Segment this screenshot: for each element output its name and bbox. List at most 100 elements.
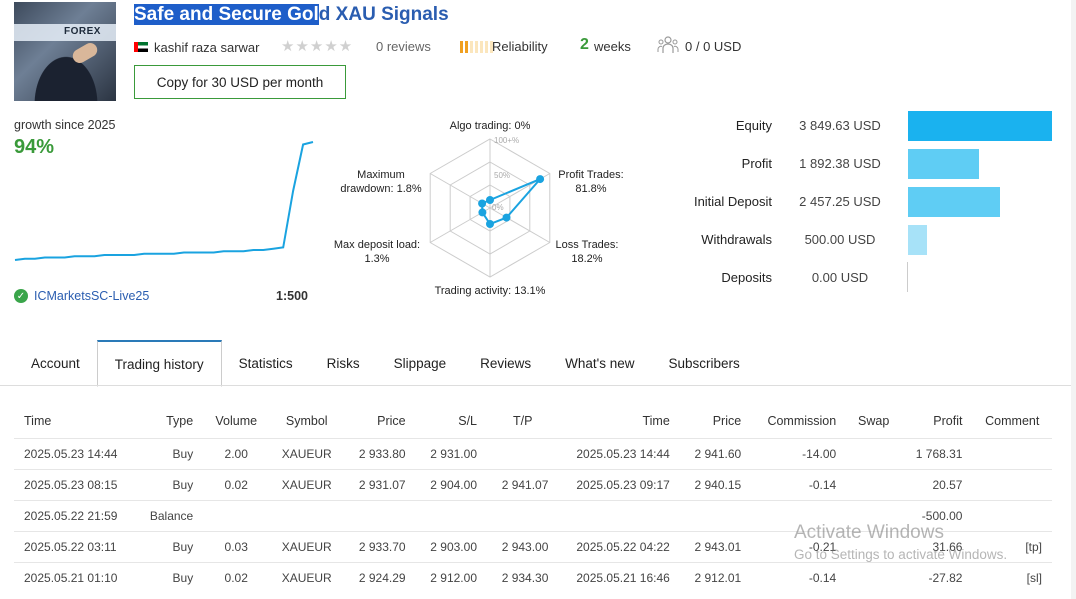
tab-subscribers[interactable]: Subscribers — [668, 355, 740, 371]
radar-label-algo: Algo trading: 0% — [450, 120, 531, 132]
cell-symbol: XAUEUR — [269, 561, 345, 593]
tab-trading-history[interactable]: Trading history — [96, 340, 222, 387]
table-row: 2025.05.23 14:44 Buy 2.00 XAUEUR 2 933.8… — [14, 437, 1052, 469]
broker-link[interactable]: ✓ ICMarketsSC-Live25 — [14, 289, 149, 303]
stat-label-equity: Equity — [735, 118, 772, 133]
stat-value-profit: 1 892.38 USD — [799, 156, 881, 171]
cell-commission: -14.00 — [751, 437, 847, 469]
cell-volume: 0.03 — [203, 530, 270, 562]
col-close-price[interactable]: Price — [712, 413, 742, 428]
trading-history-table: Time Type Volume Symbol Price S/L T/P Ti… — [14, 404, 1052, 593]
radar-label-profit-1: Profit Trades: — [558, 169, 623, 181]
reliability-label: Reliability — [492, 39, 548, 54]
tab-slippage[interactable]: Slippage — [393, 355, 447, 371]
radar-label-deposit-1: Max deposit load: — [334, 239, 420, 251]
col-type[interactable]: Type — [166, 413, 194, 428]
col-swap[interactable]: Swap — [858, 413, 890, 428]
weeks-label: weeks — [594, 39, 631, 54]
cell-close-time — [558, 499, 680, 531]
stats-axis — [907, 262, 908, 292]
windows-activation-title: Activate Windows — [794, 522, 944, 543]
cell-swap — [846, 437, 902, 469]
cell-open-price: 2 924.29 — [344, 561, 416, 593]
col-comment[interactable]: Comment — [985, 413, 1040, 428]
tab-whats-new[interactable]: What's new — [565, 355, 635, 371]
col-open-price[interactable]: Price — [377, 413, 406, 428]
cell-open-price: 2 931.07 — [344, 468, 416, 500]
col-close-time[interactable]: Time — [642, 413, 670, 428]
cell-comment — [972, 499, 1052, 531]
radar-point-3 — [486, 220, 494, 228]
uae-flag-icon — [134, 42, 148, 52]
radar-label-deposit-2: 1.3% — [364, 253, 389, 265]
page-title: Safe and Secure Gold XAU Signals — [134, 4, 449, 25]
radar-label-drawdown-1: Maximum — [357, 169, 405, 181]
table-row: 2025.05.22 03:11 Buy 0.03 XAUEUR 2 933.7… — [14, 530, 1052, 562]
radar-tick-0: 0% — [492, 203, 504, 212]
subscribers-icon — [657, 36, 679, 53]
col-profit[interactable]: Profit — [933, 413, 963, 428]
cell-swap — [846, 499, 902, 531]
tab-bar: Account Trading history Statistics Risks… — [14, 340, 757, 387]
cell-symbol: XAUEUR — [269, 530, 345, 562]
reviews-link[interactable]: 0 reviews — [376, 39, 431, 54]
radar-label-loss-2: 18.2% — [571, 253, 602, 265]
cell-comment — [972, 437, 1052, 469]
stat-bar-withdrawals — [908, 225, 927, 255]
page-scrollbar[interactable] — [1071, 0, 1076, 599]
radar-tick-50: 50% — [494, 171, 510, 180]
cell-type: Buy — [135, 437, 204, 469]
tab-statistics[interactable]: Statistics — [238, 355, 293, 371]
radar-label-drawdown-2: drawdown: 1.8% — [340, 183, 422, 195]
tab-risks[interactable]: Risks — [326, 355, 360, 371]
stat-value-withdrawals: 500.00 USD — [804, 232, 876, 247]
stat-value-initial-deposit: 2 457.25 USD — [799, 194, 881, 209]
col-volume[interactable]: Volume — [215, 413, 258, 428]
table-row: 2025.05.23 08:15 Buy 0.02 XAUEUR 2 931.0… — [14, 468, 1052, 500]
col-commission[interactable]: Commission — [767, 413, 837, 428]
cell-profit: 1 768.31 — [901, 437, 973, 469]
col-open-time[interactable]: Time — [24, 413, 52, 428]
cell-swap — [846, 468, 902, 500]
thumbnail-forex-text: FOREX — [64, 26, 101, 37]
reliability-bars-icon — [460, 41, 493, 53]
cell-close-time: 2025.05.23 09:17 — [558, 468, 680, 500]
radar-point-4 — [478, 208, 487, 217]
col-sl[interactable]: S/L — [458, 413, 477, 428]
cell-close-time: 2025.05.23 14:44 — [558, 437, 680, 469]
cell-profit: 20.57 — [901, 468, 973, 500]
cell-open-time: 2025.05.23 14:44 — [14, 437, 136, 469]
col-symbol[interactable]: Symbol — [285, 413, 328, 428]
cell-tp — [487, 499, 559, 531]
cell-comment — [972, 468, 1052, 500]
subscribers-value: 0 / 0 USD — [685, 39, 742, 54]
tab-reviews[interactable]: Reviews — [480, 355, 532, 371]
cell-sl: 2 904.00 — [415, 468, 487, 500]
cell-profit: 31.66 — [901, 530, 973, 562]
growth-value: 94% — [14, 136, 55, 158]
radar-point-5 — [478, 199, 487, 208]
rating-stars-icon: ★★★★★ — [281, 38, 354, 55]
growth-label: growth since 2025 — [14, 118, 116, 132]
cell-sl: 2 912.00 — [415, 561, 487, 593]
cell-comment: [tp] — [972, 530, 1052, 562]
stat-bar-equity — [908, 111, 1052, 141]
cell-sl: 2 931.00 — [415, 437, 487, 469]
tab-account[interactable]: Account — [31, 355, 80, 371]
cell-open-time: 2025.05.22 03:11 — [14, 530, 136, 562]
cell-profit: -500.00 — [901, 499, 973, 531]
stat-value-deposits: 0.00 USD — [811, 270, 869, 285]
cell-volume: 0.02 — [203, 468, 270, 500]
author-link[interactable]: kashif raza sarwar — [134, 38, 259, 56]
stat-bar-profit — [908, 149, 979, 179]
cell-swap — [846, 530, 902, 562]
cell-profit: -27.82 — [901, 561, 973, 593]
cell-commission — [751, 499, 847, 531]
weeks-count: 2 — [580, 36, 589, 53]
copy-subscribe-button[interactable]: Copy for 30 USD per month — [134, 65, 346, 99]
radar-label-profit-2: 81.8% — [575, 183, 606, 195]
radar-point-0 — [486, 196, 494, 204]
radar-chart: 100+% 50% 0% Algo trading: 0% Profit Tra… — [334, 120, 624, 297]
col-tp[interactable]: T/P — [512, 413, 533, 428]
leverage-value: 1:500 — [276, 289, 308, 303]
